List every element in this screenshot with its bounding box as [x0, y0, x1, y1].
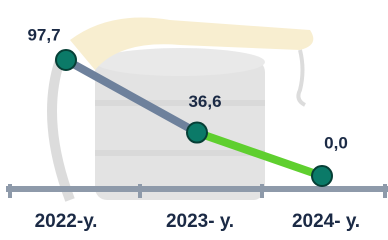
x-tick-label: 2022-у. — [35, 211, 98, 232]
point-marker — [312, 166, 332, 186]
x-tick-label: 2024- у. — [292, 211, 360, 232]
axis-tick — [138, 184, 142, 198]
background-illustration — [52, 18, 313, 201]
axis-tick — [8, 184, 12, 198]
hose — [52, 60, 70, 200]
chart: 2022-у. 2023- у. 2024- у. 97,7 36,6 0,0 — [0, 0, 388, 240]
point-marker — [56, 50, 76, 70]
data-label: 36,6 — [188, 92, 221, 111]
axis-tick — [383, 184, 387, 198]
barrel-rim — [95, 100, 265, 106]
x-tick-label: 2023- у. — [166, 211, 234, 232]
point-marker — [187, 123, 207, 143]
drip — [298, 50, 305, 105]
axis-tick — [260, 184, 264, 198]
page: {"chart_data": {"type": "line", "categor… — [0, 0, 388, 240]
barrel — [95, 60, 265, 200]
data-label: 0,0 — [324, 133, 348, 152]
barrel-top — [95, 48, 265, 76]
data-label: 97,7 — [27, 25, 60, 44]
axis-bar — [6, 186, 388, 192]
